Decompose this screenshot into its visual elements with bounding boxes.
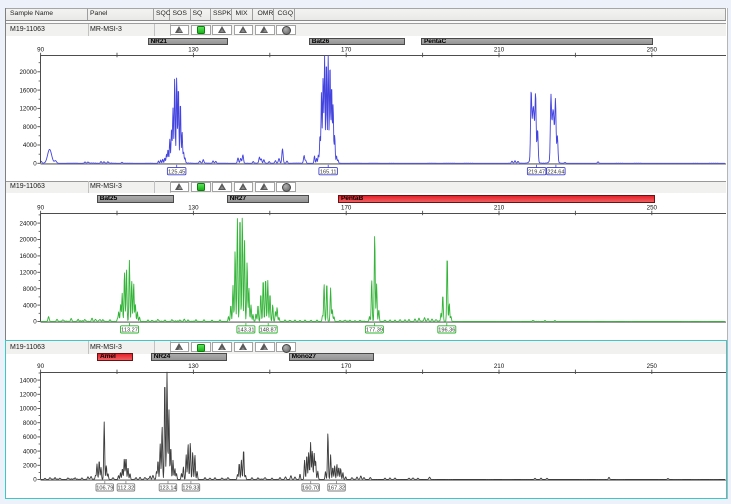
svg-text:90: 90 — [37, 46, 44, 53]
svg-text:0: 0 — [33, 477, 37, 484]
svg-text:4000: 4000 — [23, 448, 37, 455]
svg-text:130: 130 — [188, 363, 199, 370]
svg-text:170: 170 — [341, 363, 352, 370]
svg-text:8000: 8000 — [23, 420, 37, 427]
svg-text:24000: 24000 — [19, 220, 37, 227]
svg-text:16000: 16000 — [19, 87, 37, 94]
svg-text:165.11: 165.11 — [320, 169, 337, 175]
svg-text:160.70: 160.70 — [302, 486, 319, 492]
svg-text:148.87: 148.87 — [260, 328, 277, 334]
svg-text:210: 210 — [494, 363, 505, 370]
svg-text:170: 170 — [341, 204, 352, 211]
svg-text:16000: 16000 — [19, 253, 37, 260]
svg-text:210: 210 — [494, 46, 505, 53]
svg-text:4000: 4000 — [23, 142, 37, 149]
svg-text:6000: 6000 — [23, 434, 37, 441]
svg-text:12000: 12000 — [19, 270, 37, 277]
svg-text:113.27: 113.27 — [121, 328, 138, 334]
svg-text:90: 90 — [37, 363, 44, 370]
svg-text:8000: 8000 — [23, 286, 37, 293]
svg-text:167.32: 167.32 — [328, 486, 345, 492]
svg-text:196.36: 196.36 — [438, 328, 455, 334]
svg-text:20000: 20000 — [19, 237, 37, 244]
svg-text:219.47: 219.47 — [528, 169, 545, 175]
svg-text:8000: 8000 — [23, 124, 37, 131]
svg-text:130: 130 — [188, 46, 199, 53]
svg-text:250: 250 — [647, 363, 658, 370]
svg-text:14000: 14000 — [19, 377, 37, 384]
svg-text:210: 210 — [494, 204, 505, 211]
svg-text:250: 250 — [647, 46, 658, 53]
svg-text:106.79: 106.79 — [96, 486, 113, 492]
svg-text:0: 0 — [33, 161, 37, 168]
svg-text:12000: 12000 — [19, 392, 37, 399]
svg-text:10000: 10000 — [19, 406, 37, 413]
svg-text:250: 250 — [647, 204, 658, 211]
svg-text:20000: 20000 — [19, 69, 37, 76]
svg-text:12000: 12000 — [19, 106, 37, 113]
svg-text:4000: 4000 — [23, 302, 37, 309]
svg-text:129.33: 129.33 — [182, 486, 199, 492]
svg-text:224.64: 224.64 — [547, 169, 564, 175]
svg-text:177.39: 177.39 — [366, 328, 383, 334]
svg-text:130: 130 — [188, 204, 199, 211]
svg-text:0: 0 — [33, 319, 37, 326]
svg-text:143.31: 143.31 — [237, 328, 254, 334]
svg-text:2000: 2000 — [23, 463, 37, 470]
svg-text:123.14: 123.14 — [159, 486, 176, 492]
svg-text:170: 170 — [341, 46, 352, 53]
svg-text:125.45: 125.45 — [168, 169, 185, 175]
svg-text:90: 90 — [37, 204, 44, 211]
svg-text:112.32: 112.32 — [118, 486, 135, 492]
